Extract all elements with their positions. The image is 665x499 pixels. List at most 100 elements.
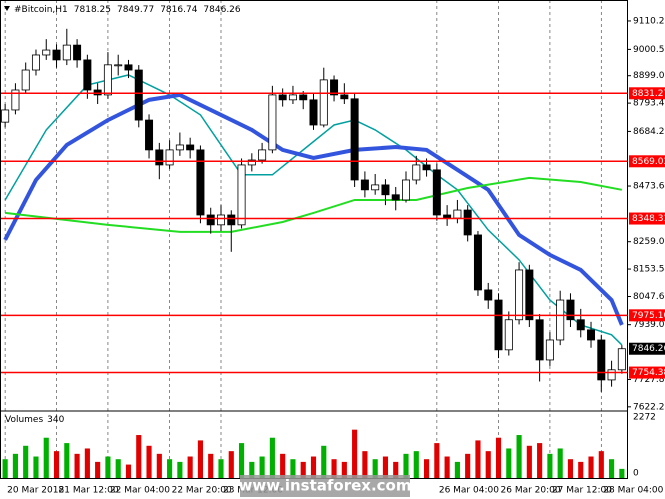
ohlc-value: 7846.26 — [203, 5, 240, 15]
candle-body — [124, 64, 133, 71]
volume-bar — [423, 459, 430, 478]
candle-body — [360, 179, 369, 191]
candle-body — [1, 109, 10, 123]
volume-bar — [495, 437, 502, 478]
candle-body — [268, 94, 277, 151]
candle-body — [21, 69, 30, 91]
candle-body — [422, 164, 431, 171]
volume-bar — [393, 461, 399, 478]
volume-bar — [547, 453, 553, 478]
volume-bar — [382, 456, 389, 478]
candle-body — [175, 144, 184, 151]
volume-bar — [352, 429, 358, 478]
candle-body — [247, 159, 256, 166]
candle-body — [103, 64, 112, 96]
volume-bar — [331, 459, 337, 478]
ohlc-value: 7816.74 — [160, 5, 197, 15]
watermark: www.instaforex.com — [239, 477, 412, 495]
volume-tick-label: 2272 — [633, 413, 656, 423]
x-tick-label: 22 Mar 04:00 — [110, 486, 170, 496]
x-tick-label: 20 Mar 2018 — [7, 486, 64, 496]
volume-bar — [475, 440, 481, 478]
candle-body — [453, 209, 462, 219]
volume-bar — [259, 456, 265, 478]
candle-body — [607, 369, 616, 381]
candle-body — [504, 319, 513, 351]
level-label-box — [629, 309, 665, 322]
level-label-box — [629, 366, 665, 379]
moving-average — [4, 74, 623, 346]
candle-body — [83, 59, 92, 91]
volume-bar — [218, 459, 224, 478]
volume-bar — [609, 459, 615, 478]
y-tick-label: 9000.58 — [633, 45, 665, 55]
volume-bar — [341, 461, 347, 478]
volume-bar — [43, 437, 49, 478]
x-tick-label: 27 Mar 12:00 — [552, 486, 612, 496]
candle-body — [617, 348, 626, 371]
volume-bar — [146, 445, 152, 478]
volume-bar — [413, 451, 419, 478]
candle-body — [391, 194, 400, 201]
candle-body — [402, 179, 411, 201]
volume-bar — [156, 453, 162, 478]
candle-body — [484, 289, 493, 301]
price-label-box — [629, 342, 665, 355]
candle-body — [443, 214, 452, 219]
candle-body — [278, 94, 287, 101]
volume-bar — [403, 453, 409, 478]
x-tick-label: 26 Mar 04:00 — [439, 486, 499, 496]
volume-bar — [228, 451, 234, 478]
candle-body — [556, 299, 565, 341]
candle-body — [114, 64, 123, 67]
candle-body — [309, 99, 318, 126]
volume-bar — [506, 448, 512, 478]
candle-body — [494, 299, 503, 351]
x-tick-label: 26 Mar 20:00 — [501, 486, 561, 496]
volume-bar — [362, 451, 368, 478]
volume-bar — [33, 456, 39, 478]
candle-body — [42, 49, 51, 56]
y-tick-label: 8153.54 — [633, 265, 665, 275]
volume-bar — [526, 445, 532, 478]
volume-bar — [321, 445, 327, 478]
candle-body — [288, 94, 297, 101]
y-tick-label: 7727.80 — [633, 375, 665, 385]
volume-bar — [84, 448, 90, 478]
volume-bar — [23, 445, 29, 478]
y-tick-label: 7622.20 — [633, 402, 665, 412]
level-label-box — [629, 212, 665, 225]
y-tick-label: 8473.64 — [633, 182, 665, 192]
level-label: 7754.38 — [632, 368, 665, 378]
candle-body — [566, 299, 575, 321]
volume-bar — [619, 468, 625, 478]
candle-body — [206, 214, 215, 226]
candle-body — [463, 209, 472, 236]
candle-body — [371, 184, 380, 191]
volume-bar — [208, 453, 214, 478]
volume-bar — [12, 453, 18, 478]
moving-average — [3, 92, 624, 326]
y-tick-label: 9110.20 — [633, 16, 665, 26]
watermark-box — [240, 475, 410, 497]
candle-body — [412, 164, 421, 181]
volume-bar — [115, 459, 121, 478]
candle-body — [11, 89, 20, 111]
volume-last: 340 — [47, 415, 64, 425]
x-tick-label: 22 Mar 20:00 — [172, 486, 232, 496]
candle-body — [350, 98, 359, 181]
candle-body — [381, 184, 390, 196]
candle-body — [196, 149, 205, 216]
candle-body — [62, 44, 71, 61]
symbol: #Bitcoin,H1 — [14, 5, 68, 15]
volume-bar — [598, 451, 604, 478]
candle-body — [258, 149, 267, 161]
header: #Bitcoin,H1 7818.25 7849.77 7816.74 7846.26 — [14, 5, 241, 15]
volume-bar — [516, 435, 522, 478]
candle-body — [515, 269, 524, 321]
level-label: 8831.27 — [632, 89, 665, 99]
level-label-box — [629, 155, 665, 168]
level-label: 7975.10 — [632, 311, 665, 321]
